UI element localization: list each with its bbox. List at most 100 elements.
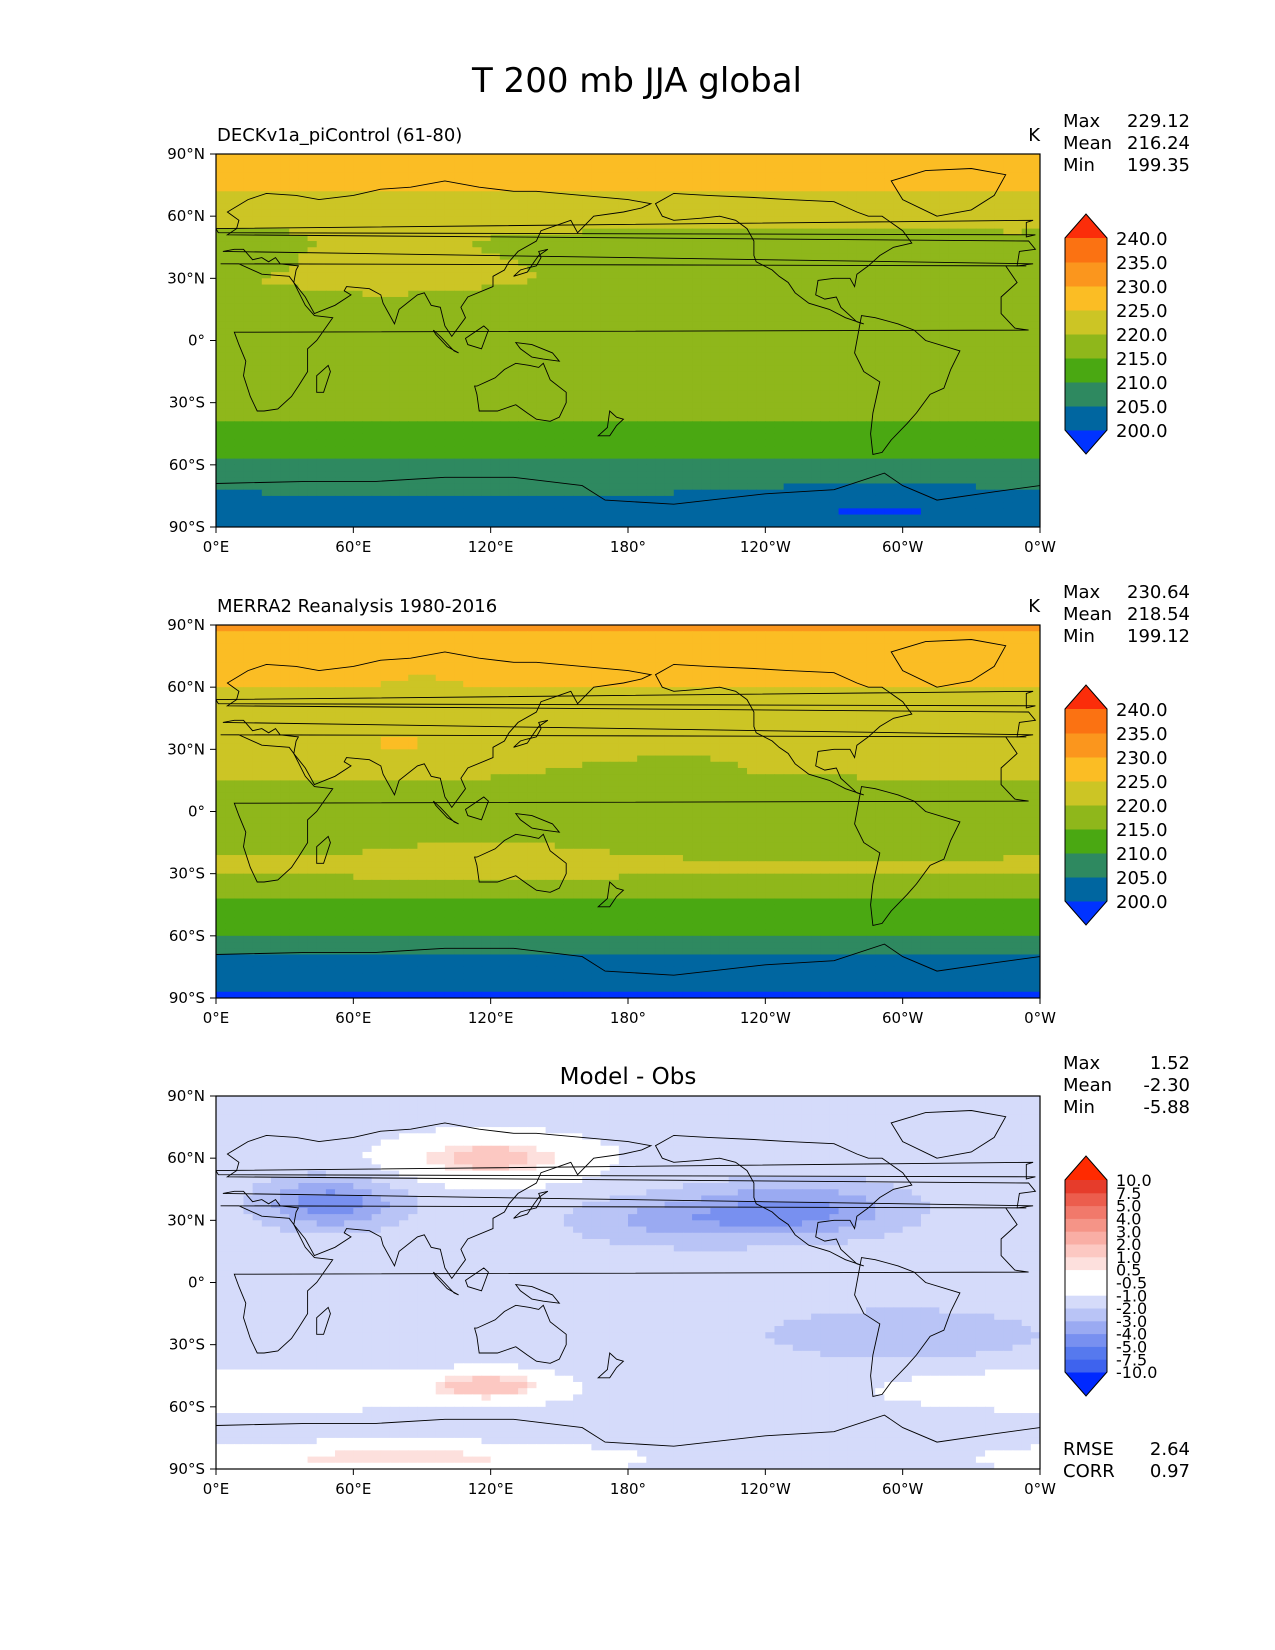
metric-label: RMSE <box>1063 1439 1114 1460</box>
x-tick-label: 120°E <box>468 538 514 556</box>
colorbar-segment <box>1065 877 1107 902</box>
y-tick-label: 30°N <box>167 269 205 287</box>
stat-label: Max <box>1063 582 1101 603</box>
y-tick-label: 90°N <box>167 1087 205 1105</box>
y-tick-label: 0° <box>188 1274 205 1292</box>
colorbar-segment <box>1065 1231 1107 1245</box>
coastline <box>513 719 549 748</box>
stat-label: Max <box>1063 111 1101 132</box>
coastline <box>316 364 331 393</box>
x-tick-label: 180° <box>610 1009 646 1027</box>
colorbar-label: 2.0 <box>1116 1235 1141 1254</box>
colorbar-segment <box>1065 238 1107 263</box>
colorbar-label: -4.0 <box>1116 1325 1147 1344</box>
coastline <box>854 1257 961 1398</box>
coastline <box>216 1414 1040 1469</box>
colorbar: 240.0 235.0 230.0 225.0 220.0 215.0 210.0 205.0… <box>1064 213 1168 455</box>
coastline <box>316 835 331 864</box>
colorbar-segment <box>1065 853 1107 878</box>
stat-label: Min <box>1063 626 1095 647</box>
x-tick-label: 0°E <box>203 1009 230 1027</box>
y-tick-label: 30°S <box>169 394 205 412</box>
colorbar-segment <box>1065 382 1107 407</box>
stat-label: Mean <box>1063 133 1112 154</box>
colorbar-segment <box>1065 1256 1107 1271</box>
colorbar-frame <box>1064 213 1108 455</box>
coastline <box>654 1134 913 1267</box>
colorbar: 10.07.55.04.03.02.01.00.5-0.5-1.0-2.0-3.… <box>1064 1155 1157 1397</box>
colorbar-label: -3.0 <box>1116 1312 1147 1331</box>
y-tick-label: 90°S <box>169 1460 205 1478</box>
x-tick-label: 120°W <box>740 1009 791 1027</box>
x-tick-label: 120°E <box>468 1480 514 1498</box>
colorbar-segment <box>1065 334 1107 359</box>
x-tick-label: 60°W <box>882 538 924 556</box>
coastline <box>220 263 1029 412</box>
y-tick-label: 30°S <box>169 1336 205 1354</box>
colorbar-segment <box>1065 406 1107 431</box>
colorbar-extend-max <box>1065 1156 1107 1180</box>
x-tick-label: 60°E <box>335 538 371 556</box>
colorbar-label: 4.0 <box>1116 1210 1141 1229</box>
coastline <box>890 639 1007 688</box>
colorbar-segment <box>1065 1346 1107 1360</box>
colorbar-segment <box>1065 262 1107 287</box>
coastline <box>654 663 913 796</box>
y-tick-label: 30°N <box>167 1211 205 1229</box>
x-tick-label: 180° <box>610 538 646 556</box>
metric-label: CORR <box>1063 1461 1115 1482</box>
stat-value: 199.12 <box>1127 626 1190 647</box>
stat-value: 216.24 <box>1127 133 1190 154</box>
colorbar-label: 7.5 <box>1116 1184 1141 1203</box>
map-field <box>216 625 1040 998</box>
x-tick-label: 0°E <box>203 538 230 556</box>
colorbar-label: 1.0 <box>1116 1248 1141 1267</box>
colorbar-label: 220.0 <box>1116 796 1168 817</box>
colorbar-extend-min <box>1065 1372 1107 1396</box>
coastline <box>854 315 961 456</box>
colorbar-label: 205.0 <box>1116 868 1168 889</box>
map-panel-test: 0°E 60°E 120°E 180° 120°W 60°W 0°W 90°N 60°N 30°N… <box>167 111 1190 556</box>
coastline <box>514 342 561 362</box>
colorbar-segment <box>1065 1320 1107 1335</box>
y-tick-label: 60°S <box>169 927 205 945</box>
colorbar-label: 210.0 <box>1116 373 1168 394</box>
colorbar-label: -2.0 <box>1116 1299 1147 1318</box>
colorbar-segment <box>1065 757 1107 782</box>
colorbar-label: -10.0 <box>1116 1363 1157 1382</box>
coastline <box>216 472 1040 527</box>
colorbar-segment <box>1065 1192 1107 1207</box>
x-tick-label: 60°E <box>335 1480 371 1498</box>
colorbar-label: 215.0 <box>1116 820 1168 841</box>
stat-value: 229.12 <box>1127 111 1190 132</box>
colorbar-label: 240.0 <box>1116 700 1168 721</box>
y-tick-label: 60°S <box>169 1398 205 1416</box>
panel-units: K <box>1028 125 1041 146</box>
colorbar-label: 230.0 <box>1116 277 1168 298</box>
colorbar-segment <box>1065 1269 1107 1283</box>
coastline <box>464 1267 489 1292</box>
x-tick-label: 60°E <box>335 1009 371 1027</box>
colorbar-segment <box>1065 310 1107 335</box>
coastline <box>464 325 489 350</box>
coastline <box>222 651 1037 809</box>
colorbar-label: -0.5 <box>1116 1274 1147 1293</box>
x-tick-label: 120°W <box>740 1480 791 1498</box>
colorbar-segment <box>1065 1295 1107 1309</box>
colorbar-segment <box>1065 1244 1107 1258</box>
coastline <box>597 410 625 437</box>
y-tick-label: 60°N <box>167 207 205 225</box>
colorbar-frame <box>1064 1155 1108 1397</box>
colorbar-segment <box>1065 1308 1107 1322</box>
coastline <box>513 248 549 277</box>
map-panel-difference: 0°E 60°E 120°E 180° 120°W 60°W 0°W 90°N 60°N 30°N… <box>167 1053 1190 1498</box>
coastline <box>216 1161 1036 1180</box>
panel-units: K <box>1028 596 1041 617</box>
colorbar-label: 210.0 <box>1116 844 1168 865</box>
colorbar-segment <box>1065 1282 1107 1296</box>
map-field <box>216 154 1040 527</box>
coastline <box>222 1122 1037 1280</box>
colorbar-segment <box>1065 358 1107 383</box>
colorbar-segment <box>1065 1333 1107 1347</box>
